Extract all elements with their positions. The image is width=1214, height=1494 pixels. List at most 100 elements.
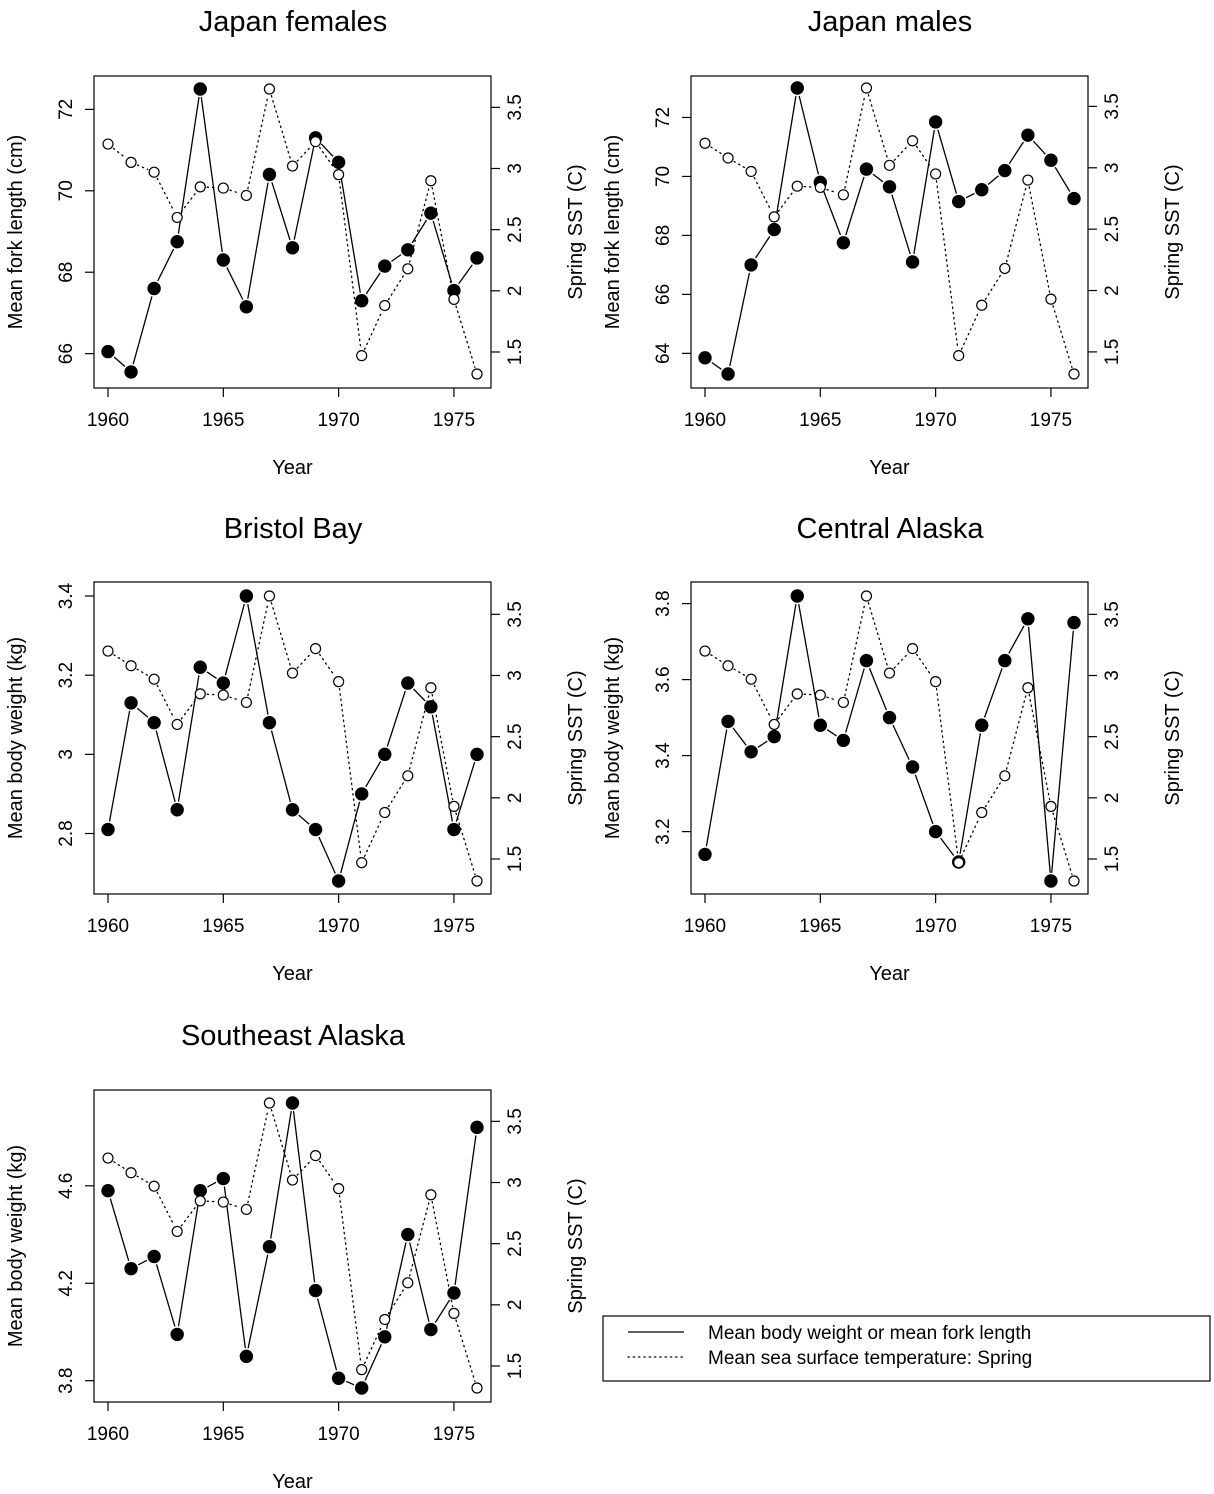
y2-axis-label: Spring SST (C) (565, 1178, 587, 1313)
sst-data-point (286, 1174, 299, 1186)
y2-tick-label: 1.5 (1102, 339, 1123, 365)
y2-tick-label: 3.5 (1102, 93, 1123, 119)
sst-data-point (699, 645, 711, 657)
sst-data-point (309, 1149, 322, 1162)
sst-data-point (379, 806, 391, 819)
size-data-point (1067, 191, 1081, 206)
sst-series-line (112, 95, 476, 368)
y-tick-label: 3 (56, 749, 77, 760)
x-tick-label: 1970 (317, 1424, 359, 1445)
size-data-point (262, 167, 277, 182)
size-data-point (124, 365, 138, 379)
sst-data-point (814, 689, 826, 701)
sst-data-point (883, 159, 896, 171)
sst-data-point (699, 137, 711, 149)
size-data-point (698, 351, 712, 365)
sst-data-point (333, 676, 345, 688)
size-data-point (721, 714, 735, 729)
sst-data-point (448, 1307, 460, 1319)
size-data-point (813, 718, 828, 732)
size-series-line (113, 97, 473, 367)
chart-title: Japan females (199, 6, 388, 38)
y2-tick-label: 2.5 (1102, 216, 1123, 242)
sst-data-point (356, 350, 368, 362)
sst-data-point (286, 667, 299, 679)
sst-data-point (930, 168, 942, 180)
sst-data-point (722, 660, 734, 672)
size-data-point (308, 1283, 323, 1298)
size-data-point (470, 1120, 484, 1135)
sst-data-point (1068, 875, 1080, 887)
x-axis-label: Year (869, 457, 910, 479)
x-tick-label: 1970 (914, 916, 956, 937)
x-tick-label: 1965 (799, 916, 841, 937)
y-axis-label: Mean fork length (cm) (5, 135, 27, 330)
y2-tick-label: 2 (1102, 285, 1123, 296)
size-data-point (147, 715, 161, 730)
y2-tick-label: 3.5 (505, 601, 526, 627)
size-data-point (239, 300, 254, 314)
sst-data-point (425, 1189, 437, 1201)
x-tick-label: 1970 (317, 916, 359, 937)
x-tick-label: 1960 (684, 410, 726, 431)
sst-data-point (1068, 368, 1080, 380)
y2-tick-label: 2.5 (505, 216, 526, 242)
size-data-point (698, 847, 712, 862)
y2-tick-label: 3 (505, 670, 526, 681)
y-tick-label: 68 (56, 262, 77, 283)
y-tick-label: 3.4 (653, 742, 674, 769)
x-tick-label: 1975 (1030, 410, 1072, 431)
y-tick-label: 3.2 (653, 818, 674, 844)
sst-data-point (906, 135, 919, 147)
size-data-point (447, 822, 461, 837)
y2-tick-label: 3.5 (505, 94, 526, 120)
size-data-point (767, 729, 781, 744)
size-series-line (108, 603, 476, 874)
sst-data-point (171, 1225, 183, 1238)
legend-entry-size: Mean body weight or mean fork length (708, 1323, 1031, 1344)
sst-data-point (333, 169, 345, 181)
x-axis-label: Year (869, 963, 910, 985)
size-data-point (124, 1261, 138, 1276)
size-series-line (109, 1110, 477, 1386)
size-data-point (975, 183, 989, 197)
size-data-point (331, 1371, 346, 1385)
size-data-point (905, 760, 920, 774)
x-tick-label: 1965 (202, 1424, 244, 1445)
sst-data-point (286, 160, 299, 172)
y-axis-label: Mean fork length (cm) (602, 135, 624, 330)
size-data-point (1044, 874, 1058, 888)
sst-data-point (999, 770, 1011, 782)
x-tick-label: 1960 (684, 916, 726, 937)
size-data-point (424, 206, 438, 220)
size-data-point (1067, 615, 1081, 630)
size-data-point (354, 787, 369, 801)
y-tick-label: 3.2 (56, 662, 77, 688)
y2-tick-label: 2 (505, 286, 526, 297)
sst-data-point (1045, 800, 1057, 812)
y-tick-label: 72 (653, 107, 674, 128)
sst-data-point (768, 211, 780, 223)
y2-axis-label: Spring SST (C) (565, 164, 587, 299)
y-tick-label: 3.8 (653, 590, 674, 616)
y-tick-label: 4.2 (56, 1270, 77, 1296)
y2-tick-label: 1.5 (1102, 846, 1123, 872)
sst-data-point (217, 1196, 229, 1208)
sst-data-point (263, 1097, 276, 1109)
sst-series-line (710, 602, 1073, 875)
y2-tick-label: 3 (505, 1177, 526, 1188)
size-data-point (378, 1330, 392, 1344)
x-tick-label: 1965 (202, 916, 244, 937)
size-data-point (147, 1249, 161, 1264)
size-data-point (951, 194, 966, 209)
sst-data-point (745, 165, 757, 178)
sst-data-point (194, 181, 206, 193)
sst-data-point (448, 293, 460, 305)
plot-frame (690, 75, 1089, 389)
sst-data-point (102, 138, 114, 150)
sst-data-point (745, 673, 757, 685)
size-data-point (331, 874, 346, 888)
sst-data-point (240, 1203, 252, 1216)
chart-panel: Japan males 1960 1965 1970 1975 Year 64 66 68 70 7… (602, 6, 1184, 479)
y-tick-label: 4.6 (56, 1173, 77, 1199)
